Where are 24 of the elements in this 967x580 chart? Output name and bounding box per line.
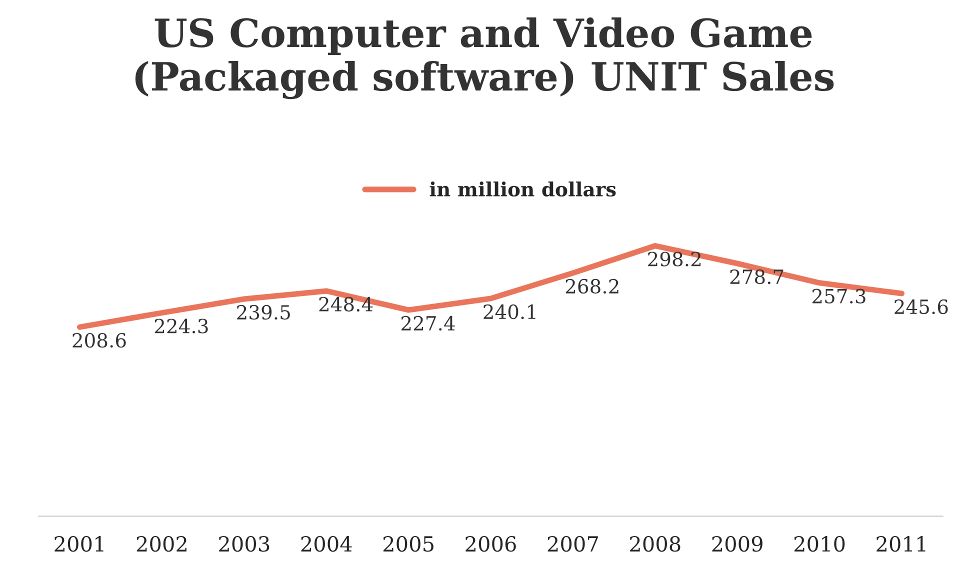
x-tick-label: 2011 [876,536,926,552]
x-tick-label: 2003 [219,536,270,552]
x-tick-label: 2004 [301,536,352,552]
data-label: 227.4 [401,316,455,331]
x-tick-label: 2009 [712,536,762,552]
data-label: 245.6 [894,299,948,314]
data-label: 239.5 [237,304,290,320]
x-tick-label: 2010 [794,536,845,552]
x-tick-label: 2007 [548,536,598,552]
x-tick-label: 2006 [466,536,516,552]
data-label: 224.3 [154,318,208,334]
data-label: 298.2 [648,252,701,266]
data-label: 278.7 [730,269,784,284]
data-label: 208.6 [72,332,126,348]
x-tick-label: 2001 [54,536,104,552]
data-label: 240.1 [484,304,536,320]
x-tick-label: 2005 [383,536,434,552]
data-label: 268.2 [566,278,618,294]
data-label: 248.4 [319,296,373,312]
legend-label: in million dollars [430,181,616,197]
x-tick-label: 2008 [630,536,680,552]
chart-title: US Computer and Video Game (Packaged software) UNIT Sales [135,17,834,100]
data-label: 257.3 [812,288,866,304]
x-tick-label: 2002 [136,536,186,552]
